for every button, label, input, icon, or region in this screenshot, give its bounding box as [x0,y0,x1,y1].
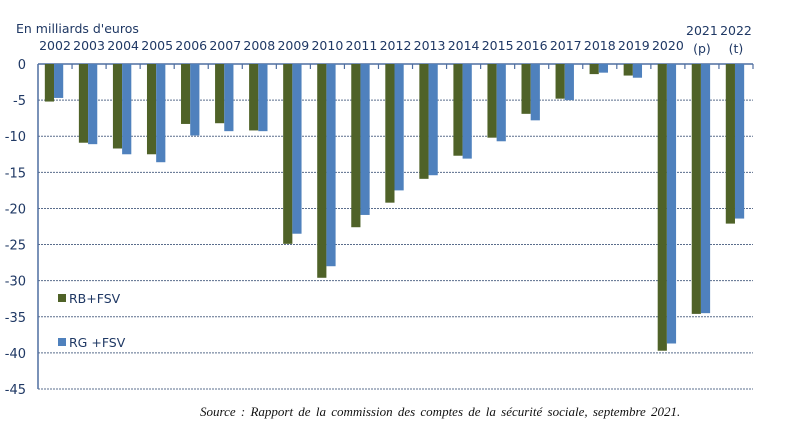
x-tick-label: 2004 [107,38,139,53]
x-tick-label: 2003 [73,38,105,53]
bar-rb-fsv [453,64,463,156]
bar-rg-fsv [156,64,166,163]
bar-rg-fsv [88,64,98,145]
x-tick-label: 2005 [141,38,173,53]
y-tick-label: -45 [5,383,26,398]
y-tick-label: -35 [5,311,26,326]
x-tick-label: 2002 [39,38,71,53]
legend-label: RG +FSV [69,335,126,350]
bar-rb-fsv [725,64,735,224]
bar-rb-fsv [623,64,633,76]
bar-rg-fsv [530,64,540,121]
y-tick-label: -5 [13,94,26,109]
x-tick-label: 2010 [311,38,343,53]
legend-swatch [58,338,66,346]
bar-rg-fsv [190,64,200,136]
bar-rg-fsv [326,64,336,267]
legend-swatch [58,294,66,302]
y-tick-label: -15 [5,166,26,181]
x-tick-label: 2020 [652,38,684,53]
y-tick-label: -25 [5,239,26,254]
x-tick-label: 2022 [720,23,752,38]
x-tick-label: 2014 [448,38,480,53]
y-tick-label: -40 [5,347,26,362]
bar-rb-fsv [521,64,531,114]
bar-rg-fsv [54,64,64,98]
bar-rb-fsv [181,64,191,124]
x-tick-label: 2006 [175,38,207,53]
bar-rb-fsv [78,64,89,143]
y-tick-label: -10 [5,130,26,145]
bar-rg-fsv [598,64,608,73]
bar-rb-fsv [691,64,701,314]
x-tick-label: 2009 [277,38,309,53]
bar-rb-fsv [44,64,55,102]
bar-rg-fsv [632,64,643,78]
bar-rg-fsv [258,64,268,132]
bar-rb-fsv [487,64,497,138]
x-tick-label: 2015 [482,38,514,53]
bar-rb-fsv [657,64,667,351]
bar-rb-fsv [215,64,225,124]
bar-rb-fsv [283,64,293,244]
bar-rb-fsv [589,64,599,75]
bar-rg-fsv [394,64,404,191]
x-tick-label: 2008 [243,38,275,53]
bar-rg-fsv [224,64,234,132]
bar-rb-fsv [419,64,429,179]
bar-rb-fsv [249,64,259,131]
bar-rg-fsv [734,64,745,219]
bar-rb-fsv [146,64,157,155]
bar-rg-fsv [428,64,438,176]
bar-rg-fsv [666,64,677,344]
x-tick-label: 2016 [516,38,548,53]
source-note: Source : Rapport de la commission des co… [200,404,681,419]
bar-rg-fsv [700,64,711,314]
x-tick-label: 2013 [414,38,446,53]
x-tick-label: 2019 [618,38,650,53]
x-tick-note: (t) [729,41,744,56]
x-tick-label: 2018 [584,38,616,53]
bar-rg-fsv [360,64,370,215]
bar-rb-fsv [555,64,565,99]
y-tick-label: 0 [18,58,26,73]
x-tick-label: 2012 [380,38,412,53]
bar-rb-fsv [385,64,395,203]
x-tick-label: 2017 [550,38,582,53]
x-tick-note: (p) [693,41,711,56]
bar-rb-fsv [351,64,361,228]
bar-rg-fsv [462,64,472,159]
bar-rg-fsv [496,64,506,142]
unit-label: En milliards d'euros [16,21,139,36]
bar-rg-fsv [564,64,574,101]
bar-rg-fsv [122,64,132,155]
y-tick-label: -30 [5,275,26,290]
x-tick-label: 2011 [346,38,378,53]
x-tick-label: 2021 [686,23,718,38]
bar-rb-fsv [112,64,123,149]
y-tick-label: -20 [5,202,26,217]
x-tick-label: 2007 [209,38,241,53]
bar-rb-fsv [317,64,327,278]
bar-rg-fsv [292,64,302,234]
legend-label: RB+FSV [69,291,121,306]
